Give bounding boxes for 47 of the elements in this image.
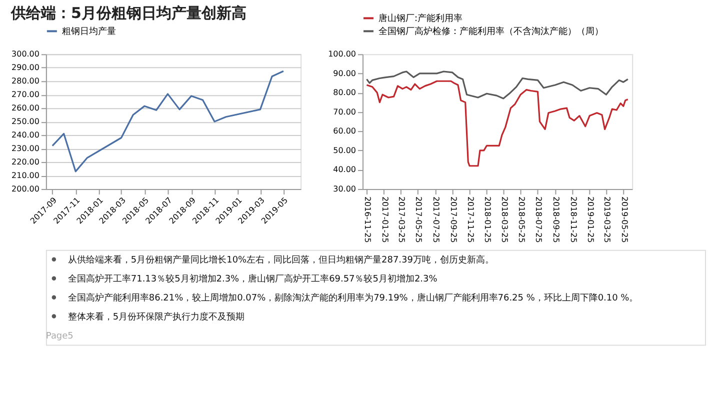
y-tick-label: 290.00 (12, 63, 40, 72)
y-tick-label: 30.00 (333, 184, 356, 194)
y-tick-label: 40.00 (333, 165, 356, 174)
legend-label: 全国钢厂高炉检修：产能利用率（不含淘汰产能）（周） (378, 26, 604, 38)
line-series (366, 70, 629, 100)
text: Page5 (46, 331, 74, 342)
x-tick-label: 2019-05-25 (620, 196, 629, 243)
x-tick-label: 2018-05-25 (517, 196, 526, 243)
x-tick-label: 2019-01-25 (586, 196, 596, 243)
x-tick-label: 2018-07-25 (534, 196, 544, 243)
y-tick-label: 280.00 (12, 76, 40, 86)
x-tick-label: 2017-01-25 (380, 196, 390, 243)
x-tick-label: 2017-05-25 (414, 196, 424, 243)
y-tick-label: 300.00 (12, 50, 40, 59)
y-tick-label: 270.00 (12, 90, 40, 100)
y-tick-label: 50.00 (333, 146, 356, 155)
x-tick-label: 2017-09-25 (448, 196, 458, 243)
y-tick-label: 220.00 (12, 158, 40, 167)
x-tick-label: 2017-03-25 (397, 196, 406, 243)
x-tick-label: 2019-03-25 (602, 196, 612, 243)
text: 全国高炉产能利用率86.21%，较上周增加0.07%，剔除淘汰产能的利用率为79.19%，唐山钢厂产能利用率76.25 %，环比上周下降0.10 %。 (68, 292, 638, 304)
y-tick-label: 240.00 (12, 130, 40, 140)
text: 全国高炉开工率71.13％较5月初增加2.3%，唐山钢厂高炉开工率69.57％较5月初增加2.3% (68, 273, 438, 284)
legend-label: 粗钢日均产量 (62, 26, 116, 38)
x-tick-label: 2016-11-25 (363, 196, 372, 243)
y-tick-label: 230.00 (12, 144, 40, 154)
line-series (366, 80, 629, 167)
y-tick-label: 60.00 (333, 126, 356, 136)
x-tick-label: 2018-11-25 (568, 196, 578, 243)
y-tick-label: 80.00 (333, 88, 356, 98)
text: 从供给端来看，5月份粗钢产量同比增长10%左右，同比回落，但日均粗钢产量287.39万吨，创历史新高。 (68, 254, 494, 266)
y-tick-label: 90.00 (333, 68, 356, 78)
x-tick-label: 2018-01-25 (483, 196, 492, 243)
y-tick-label: 100.00 (328, 50, 356, 59)
y-tick-label: 70.00 (333, 107, 356, 116)
legend-label: 唐山钢厂:产能利用率 (378, 13, 462, 24)
text: 整体来看，5月份环保限产执行力度不及预期 (68, 311, 245, 322)
x-tick-label: 2017-11-25 (466, 196, 476, 243)
x-tick-label: 2017-07-25 (431, 196, 440, 243)
line-series (52, 70, 284, 172)
x-tick-label: 2018-09-25 (552, 196, 561, 243)
y-tick-label: 260.00 (12, 104, 40, 113)
x-tick-label: 2018-03-25 (500, 196, 509, 243)
y-tick-label: 200.00 (12, 184, 40, 194)
y-tick-label: 250.00 (12, 117, 40, 126)
chart-title: 供给端：5月份粗钢日均产量创新高 (10, 4, 246, 22)
y-tick-label: 210.00 (12, 170, 40, 180)
